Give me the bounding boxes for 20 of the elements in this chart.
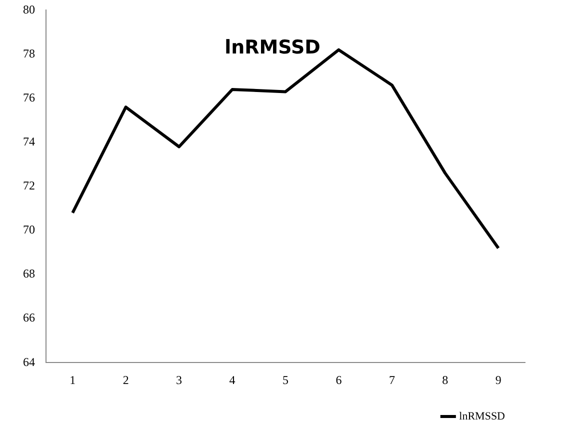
text: lnRMSSD — [224, 36, 320, 59]
x-tick-label: 6 — [336, 372, 342, 387]
y-tick-label: 68 — [23, 266, 35, 281]
x-tick-label: 5 — [282, 372, 288, 387]
x-tick-label: 2 — [122, 372, 129, 387]
y-tick-label: 72 — [23, 178, 35, 193]
y-tick-label: 74 — [23, 134, 35, 149]
x-tick-label: 7 — [388, 372, 395, 387]
y-tick-label: 66 — [23, 310, 35, 325]
x-tick-label: 4 — [229, 372, 236, 387]
y-tick-label: 80 — [23, 2, 35, 16]
x-tick-label: 3 — [176, 372, 182, 387]
x-tick-label: 1 — [70, 372, 76, 387]
x-tick-label: 9 — [495, 372, 502, 387]
legend-label: lnRMSSD — [459, 410, 506, 422]
y-tick-label: 76 — [23, 90, 35, 104]
x-tick-label: 8 — [442, 372, 448, 387]
y-tick-label: 78 — [23, 46, 35, 60]
y-tick-label: 64 — [23, 354, 35, 369]
y-tick-label: 70 — [23, 222, 35, 237]
